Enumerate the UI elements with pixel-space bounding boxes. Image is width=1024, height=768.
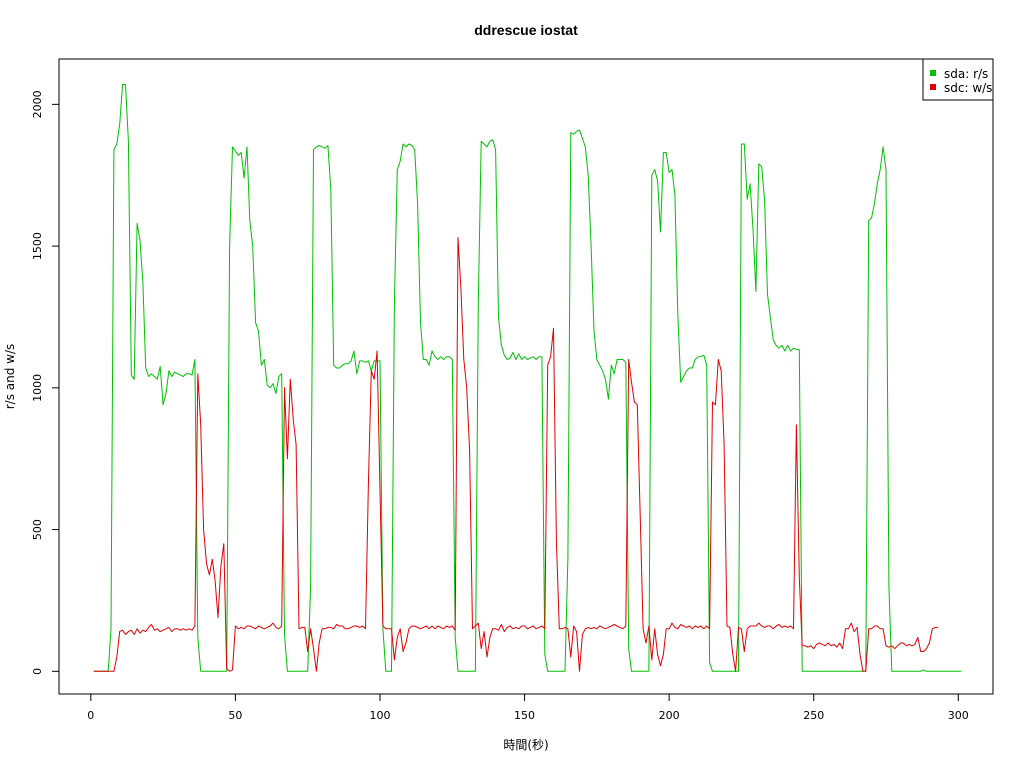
y-axis: 0 500 1000 1500 2000 [31, 90, 60, 675]
y-tick-label: 0 [31, 668, 44, 675]
y-axis-label: r/s and w/s [3, 344, 17, 410]
x-tick-label: 200 [659, 709, 680, 722]
y-tick-label: 500 [31, 519, 44, 540]
x-axis-label: 時間(秒) [503, 738, 548, 752]
legend-label-sdc: sdc: w/s [944, 81, 992, 95]
plot-frame [58, 58, 994, 695]
y-tick-label: 2000 [31, 90, 44, 118]
legend-label-sda: sda: r/s [944, 67, 988, 81]
series-line-sdc [93, 237, 939, 672]
legend-swatch-sdc [930, 84, 936, 90]
x-tick-label: 50 [228, 709, 242, 722]
x-tick-label: 300 [948, 709, 969, 722]
y-tick-label: 1000 [31, 374, 44, 402]
legend-box [922, 58, 994, 101]
legend-swatch-sda [930, 70, 936, 76]
x-tick-label: 100 [369, 709, 390, 722]
x-tick-label: 150 [514, 709, 535, 722]
series-layer [93, 84, 962, 672]
chart-title: ddrescue iostat [474, 22, 578, 38]
legend: sda: r/s sdc: w/s [922, 58, 994, 101]
x-tick-label: 0 [87, 709, 94, 722]
x-axis: 0 50 100 150 200 250 300 [87, 693, 969, 722]
y-tick-label: 1500 [31, 232, 44, 260]
series-line-sda [93, 84, 962, 672]
x-tick-label: 250 [803, 709, 824, 722]
